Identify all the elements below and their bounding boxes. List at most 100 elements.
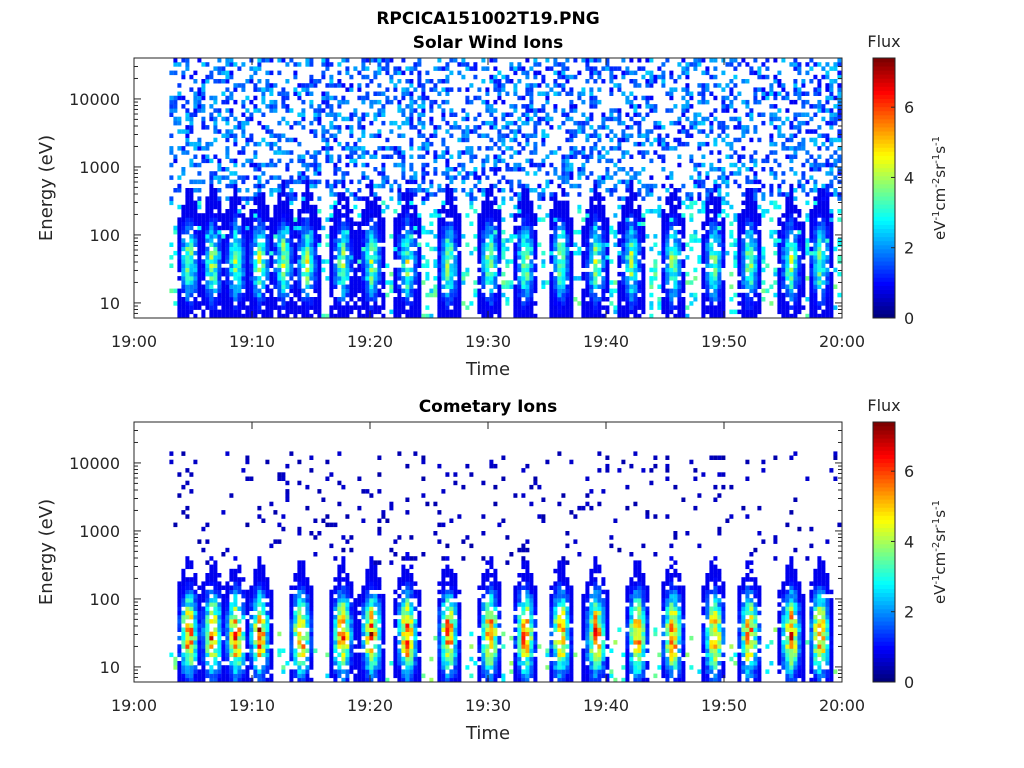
- heatmap-cell: [641, 183, 646, 189]
- heatmap-cell: [353, 196, 358, 201]
- heatmap-cell: [773, 204, 778, 210]
- heatmap-cell: [505, 301, 510, 306]
- heatmap-cell: [405, 196, 410, 201]
- heatmap-cell: [377, 229, 382, 235]
- heatmap-cell: [501, 271, 506, 277]
- heatmap-cell: [521, 292, 526, 298]
- heatmap-cell: [605, 305, 610, 310]
- heatmap-cell: [477, 297, 482, 302]
- heatmap-cell: [573, 146, 578, 151]
- heatmap-cell: [601, 234, 606, 239]
- heatmap-cell: [701, 305, 706, 310]
- heatmap-cell: [601, 297, 606, 302]
- heatmap-cell: [225, 133, 230, 138]
- heatmap-cell: [569, 250, 574, 256]
- heatmap-cell: [357, 242, 362, 247]
- heatmap-cell: [565, 255, 570, 260]
- heatmap-cell: [753, 179, 758, 185]
- heatmap-cell: [665, 305, 670, 310]
- heatmap-cell: [749, 116, 754, 122]
- heatmap-cell: [525, 309, 530, 315]
- heatmap-cell: [325, 313, 330, 319]
- heatmap-cell: [777, 305, 782, 310]
- heatmap-cell: [777, 297, 782, 302]
- heatmap-cell: [349, 146, 354, 151]
- heatmap-cell: [721, 217, 726, 222]
- heatmap-cell: [633, 246, 638, 252]
- heatmap-cell: [249, 238, 254, 243]
- heatmap-cell: [309, 242, 314, 247]
- heatmap-cell: [285, 305, 290, 310]
- heatmap-cell: [345, 309, 350, 315]
- heatmap-cell: [225, 99, 230, 105]
- heatmap-cell: [369, 225, 374, 231]
- heatmap-cell: [185, 263, 190, 268]
- heatmap-cell: [269, 70, 274, 76]
- heatmap-cell: [309, 259, 314, 264]
- heatmap-cell: [265, 259, 270, 264]
- heatmap-cell: [541, 280, 546, 285]
- heatmap-cell: [481, 171, 486, 176]
- heatmap-cell: [601, 238, 606, 243]
- heatmap-cell: [717, 255, 722, 260]
- heatmap-cell: [213, 276, 218, 281]
- heatmap-cell: [181, 246, 186, 252]
- heatmap-cell: [337, 259, 342, 264]
- heatmap-cell: [393, 234, 398, 239]
- heatmap-cell: [637, 225, 642, 231]
- heatmap-cell: [753, 301, 758, 306]
- heatmap-cell: [669, 255, 674, 260]
- heatmap-cell: [769, 167, 774, 172]
- heatmap-cell: [517, 225, 522, 231]
- heatmap-cell: [257, 62, 262, 67]
- heatmap-cell: [557, 288, 562, 294]
- heatmap-cell: [225, 70, 230, 76]
- heatmap-cell: [661, 246, 666, 252]
- heatmap-cell: [505, 125, 510, 130]
- heatmap-cell: [661, 301, 666, 306]
- heatmap-cell: [185, 133, 190, 138]
- heatmap-cell: [577, 171, 582, 176]
- heatmap-cell: [413, 263, 418, 268]
- heatmap-cell: [701, 301, 706, 306]
- heatmap-cell: [581, 99, 586, 105]
- heatmap-cell: [753, 246, 758, 252]
- heatmap-cell: [405, 284, 410, 289]
- heatmap-cell: [709, 188, 714, 193]
- heatmap-cell: [169, 146, 174, 151]
- heatmap-cell: [337, 62, 342, 67]
- heatmap-cell: [629, 179, 634, 185]
- heatmap-cell: [301, 305, 306, 310]
- heatmap-cell: [665, 234, 670, 239]
- heatmap-cell: [189, 162, 194, 168]
- heatmap-cell: [569, 146, 574, 151]
- heatmap-cell: [661, 70, 666, 76]
- heatmap-cell: [253, 200, 258, 206]
- heatmap-cell: [561, 288, 566, 294]
- heatmap-cell: [693, 234, 698, 239]
- heatmap-cell: [737, 309, 742, 315]
- heatmap-cell: [565, 259, 570, 264]
- heatmap-cell: [257, 200, 262, 206]
- heatmap-cell: [653, 242, 658, 247]
- heatmap-cell: [205, 125, 210, 130]
- heatmap-cell: [637, 313, 642, 319]
- heatmap-cell: [305, 242, 310, 247]
- heatmap-cell: [369, 234, 374, 239]
- heatmap-cell: [621, 288, 626, 294]
- heatmap-cell: [381, 120, 386, 126]
- heatmap-cell: [257, 301, 262, 306]
- heatmap-cell: [661, 83, 666, 88]
- heatmap-cell: [265, 87, 270, 92]
- heatmap-cell: [433, 150, 438, 155]
- heatmap-cell: [361, 175, 366, 180]
- heatmap-cell: [621, 154, 626, 159]
- heatmap-cell: [601, 120, 606, 126]
- heatmap-cell: [509, 234, 514, 239]
- heatmap-cell: [637, 267, 642, 273]
- heatmap-cell: [481, 158, 486, 164]
- heatmap-cell: [233, 250, 238, 256]
- heatmap-cell: [289, 150, 294, 155]
- heatmap-cell: [409, 309, 414, 315]
- heatmap-cell: [613, 229, 618, 235]
